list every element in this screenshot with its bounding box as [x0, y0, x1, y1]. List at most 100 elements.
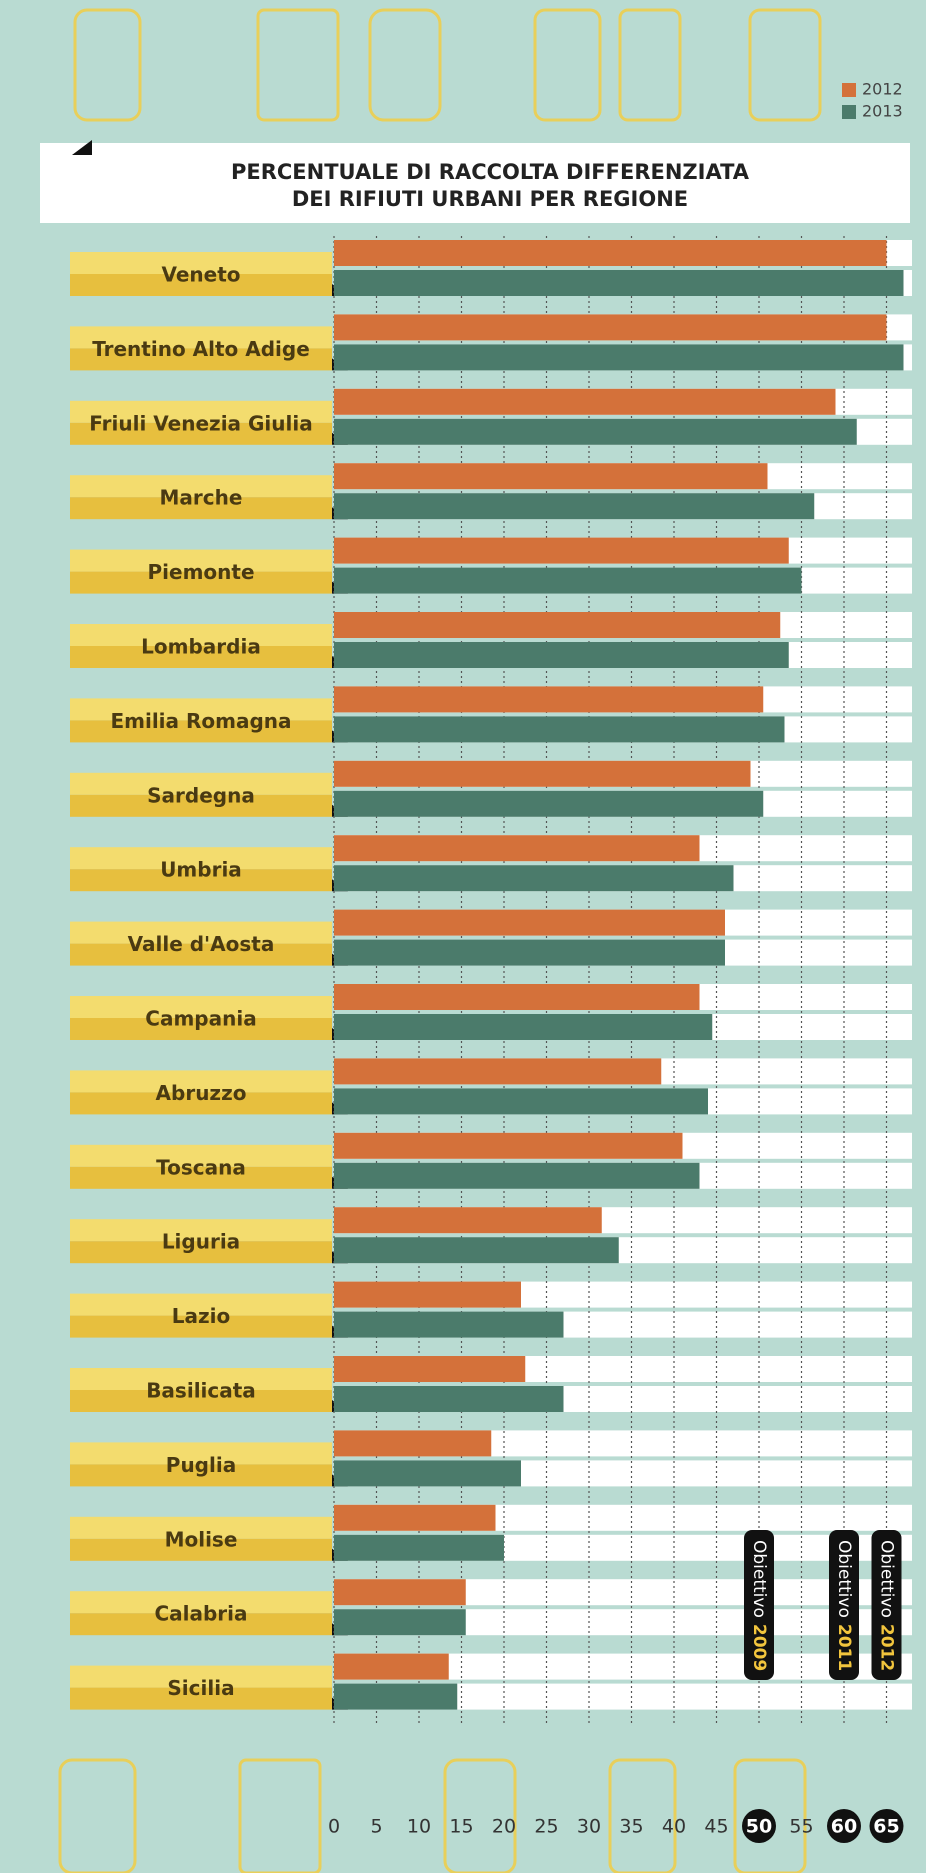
- legend-label: 2013: [862, 102, 903, 121]
- label-box: [70, 1442, 332, 1465]
- label-box: [70, 1516, 332, 1539]
- objective-text: Obiettivo: [834, 1540, 854, 1618]
- label-box: [70, 400, 332, 423]
- label-box: [70, 794, 332, 817]
- x-tick-label: 15: [449, 1816, 473, 1838]
- label-box: [70, 1241, 332, 1264]
- tick-highlight: [742, 1809, 776, 1843]
- bar: [334, 567, 802, 594]
- label-box: [70, 422, 332, 445]
- category-label: Emilia Romagna: [110, 709, 291, 733]
- label-box: [70, 1538, 332, 1561]
- bar: [334, 1430, 492, 1457]
- bar: [334, 1579, 466, 1606]
- category-label: Sardegna: [147, 783, 255, 807]
- label-box: [70, 1293, 332, 1316]
- bar: [334, 790, 764, 817]
- legend-swatch: [842, 83, 856, 97]
- bar: [334, 1683, 458, 1710]
- x-tick-label: 25: [534, 1816, 558, 1838]
- label-box: [70, 1613, 332, 1636]
- category-label: Valle d'Aosta: [128, 932, 275, 956]
- bar: [334, 344, 904, 371]
- x-tick-label: 10: [407, 1816, 431, 1838]
- label-box: [70, 772, 332, 795]
- category-label: Marche: [160, 486, 243, 510]
- x-tick-label: 20: [492, 1816, 516, 1838]
- category-label: Basilicata: [146, 1379, 256, 1403]
- label-box: [70, 1092, 332, 1115]
- bar: [334, 835, 700, 862]
- objective-box: [744, 1530, 774, 1680]
- label-box: [70, 1591, 332, 1614]
- bar: [334, 909, 725, 936]
- category-label: Lazio: [172, 1304, 230, 1328]
- category-label: Campania: [145, 1007, 256, 1031]
- bar: [334, 612, 781, 638]
- chart-title: PERCENTUALE DI RACCOLTA DIFFERENZIATA: [231, 160, 750, 184]
- label-box: [70, 943, 332, 966]
- bar: [334, 270, 904, 296]
- objective-year: 2012: [877, 1624, 897, 1671]
- label-box: [70, 497, 332, 520]
- x-tick-label: 50: [746, 1816, 772, 1838]
- objective-label: Obiettivo 2012: [877, 1540, 897, 1671]
- label-box: [70, 1166, 332, 1189]
- label-box: [70, 1219, 332, 1242]
- label-box: [70, 869, 332, 892]
- bar: [334, 418, 857, 445]
- label-box: [70, 1464, 332, 1487]
- bar: [334, 493, 815, 520]
- label-box: [70, 996, 332, 1018]
- legend-swatch: [842, 105, 856, 119]
- category-label: Friuli Venezia Giulia: [89, 411, 312, 435]
- category-label: Umbria: [160, 858, 242, 882]
- bar: [334, 1386, 564, 1412]
- x-tick-label: 45: [704, 1816, 728, 1838]
- label-box: [70, 549, 332, 572]
- objective-box: [829, 1530, 859, 1680]
- x-tick-label: 60: [831, 1816, 857, 1838]
- x-tick-label: 30: [577, 1816, 601, 1838]
- label-box: [70, 252, 332, 274]
- label-box: [70, 475, 332, 498]
- bar: [334, 1356, 526, 1382]
- category-label: Molise: [165, 1527, 238, 1551]
- bar: [334, 1058, 662, 1085]
- x-tick-label: 40: [662, 1816, 686, 1838]
- label-box: [70, 720, 332, 743]
- label-box: [70, 921, 332, 944]
- bar: [334, 716, 785, 743]
- x-tick-label: 35: [619, 1816, 643, 1838]
- bar: [334, 760, 751, 787]
- bar: [334, 1014, 713, 1040]
- bar: [334, 1281, 521, 1308]
- bar: [334, 686, 764, 713]
- chart-title: DEI RIFIUTI URBANI PER REGIONE: [292, 187, 688, 211]
- objective-text: Obiettivo: [749, 1540, 769, 1618]
- bar: [334, 1653, 449, 1680]
- category-label: Puglia: [166, 1453, 236, 1477]
- bar: [334, 463, 768, 490]
- title-box: [40, 143, 910, 223]
- label-box: [70, 1368, 332, 1390]
- label-box: [70, 1018, 332, 1040]
- tick-highlight: [827, 1809, 861, 1843]
- category-label: Abruzzo: [156, 1081, 247, 1105]
- bar: [334, 388, 836, 415]
- category-label: Liguria: [162, 1230, 240, 1254]
- label-box: [70, 274, 332, 296]
- category-label: Toscana: [156, 1155, 246, 1179]
- category-label: Lombardia: [141, 635, 261, 659]
- bar: [334, 1207, 602, 1234]
- legend-label: 2012: [862, 80, 903, 99]
- objective-text: Obiettivo: [877, 1540, 897, 1618]
- bar: [334, 984, 700, 1010]
- bar: [334, 314, 887, 341]
- bar: [334, 1534, 504, 1561]
- bar: [334, 1132, 683, 1159]
- x-tick-label: 0: [328, 1816, 340, 1838]
- objective-box: [871, 1530, 902, 1680]
- category-label: Veneto: [161, 263, 240, 287]
